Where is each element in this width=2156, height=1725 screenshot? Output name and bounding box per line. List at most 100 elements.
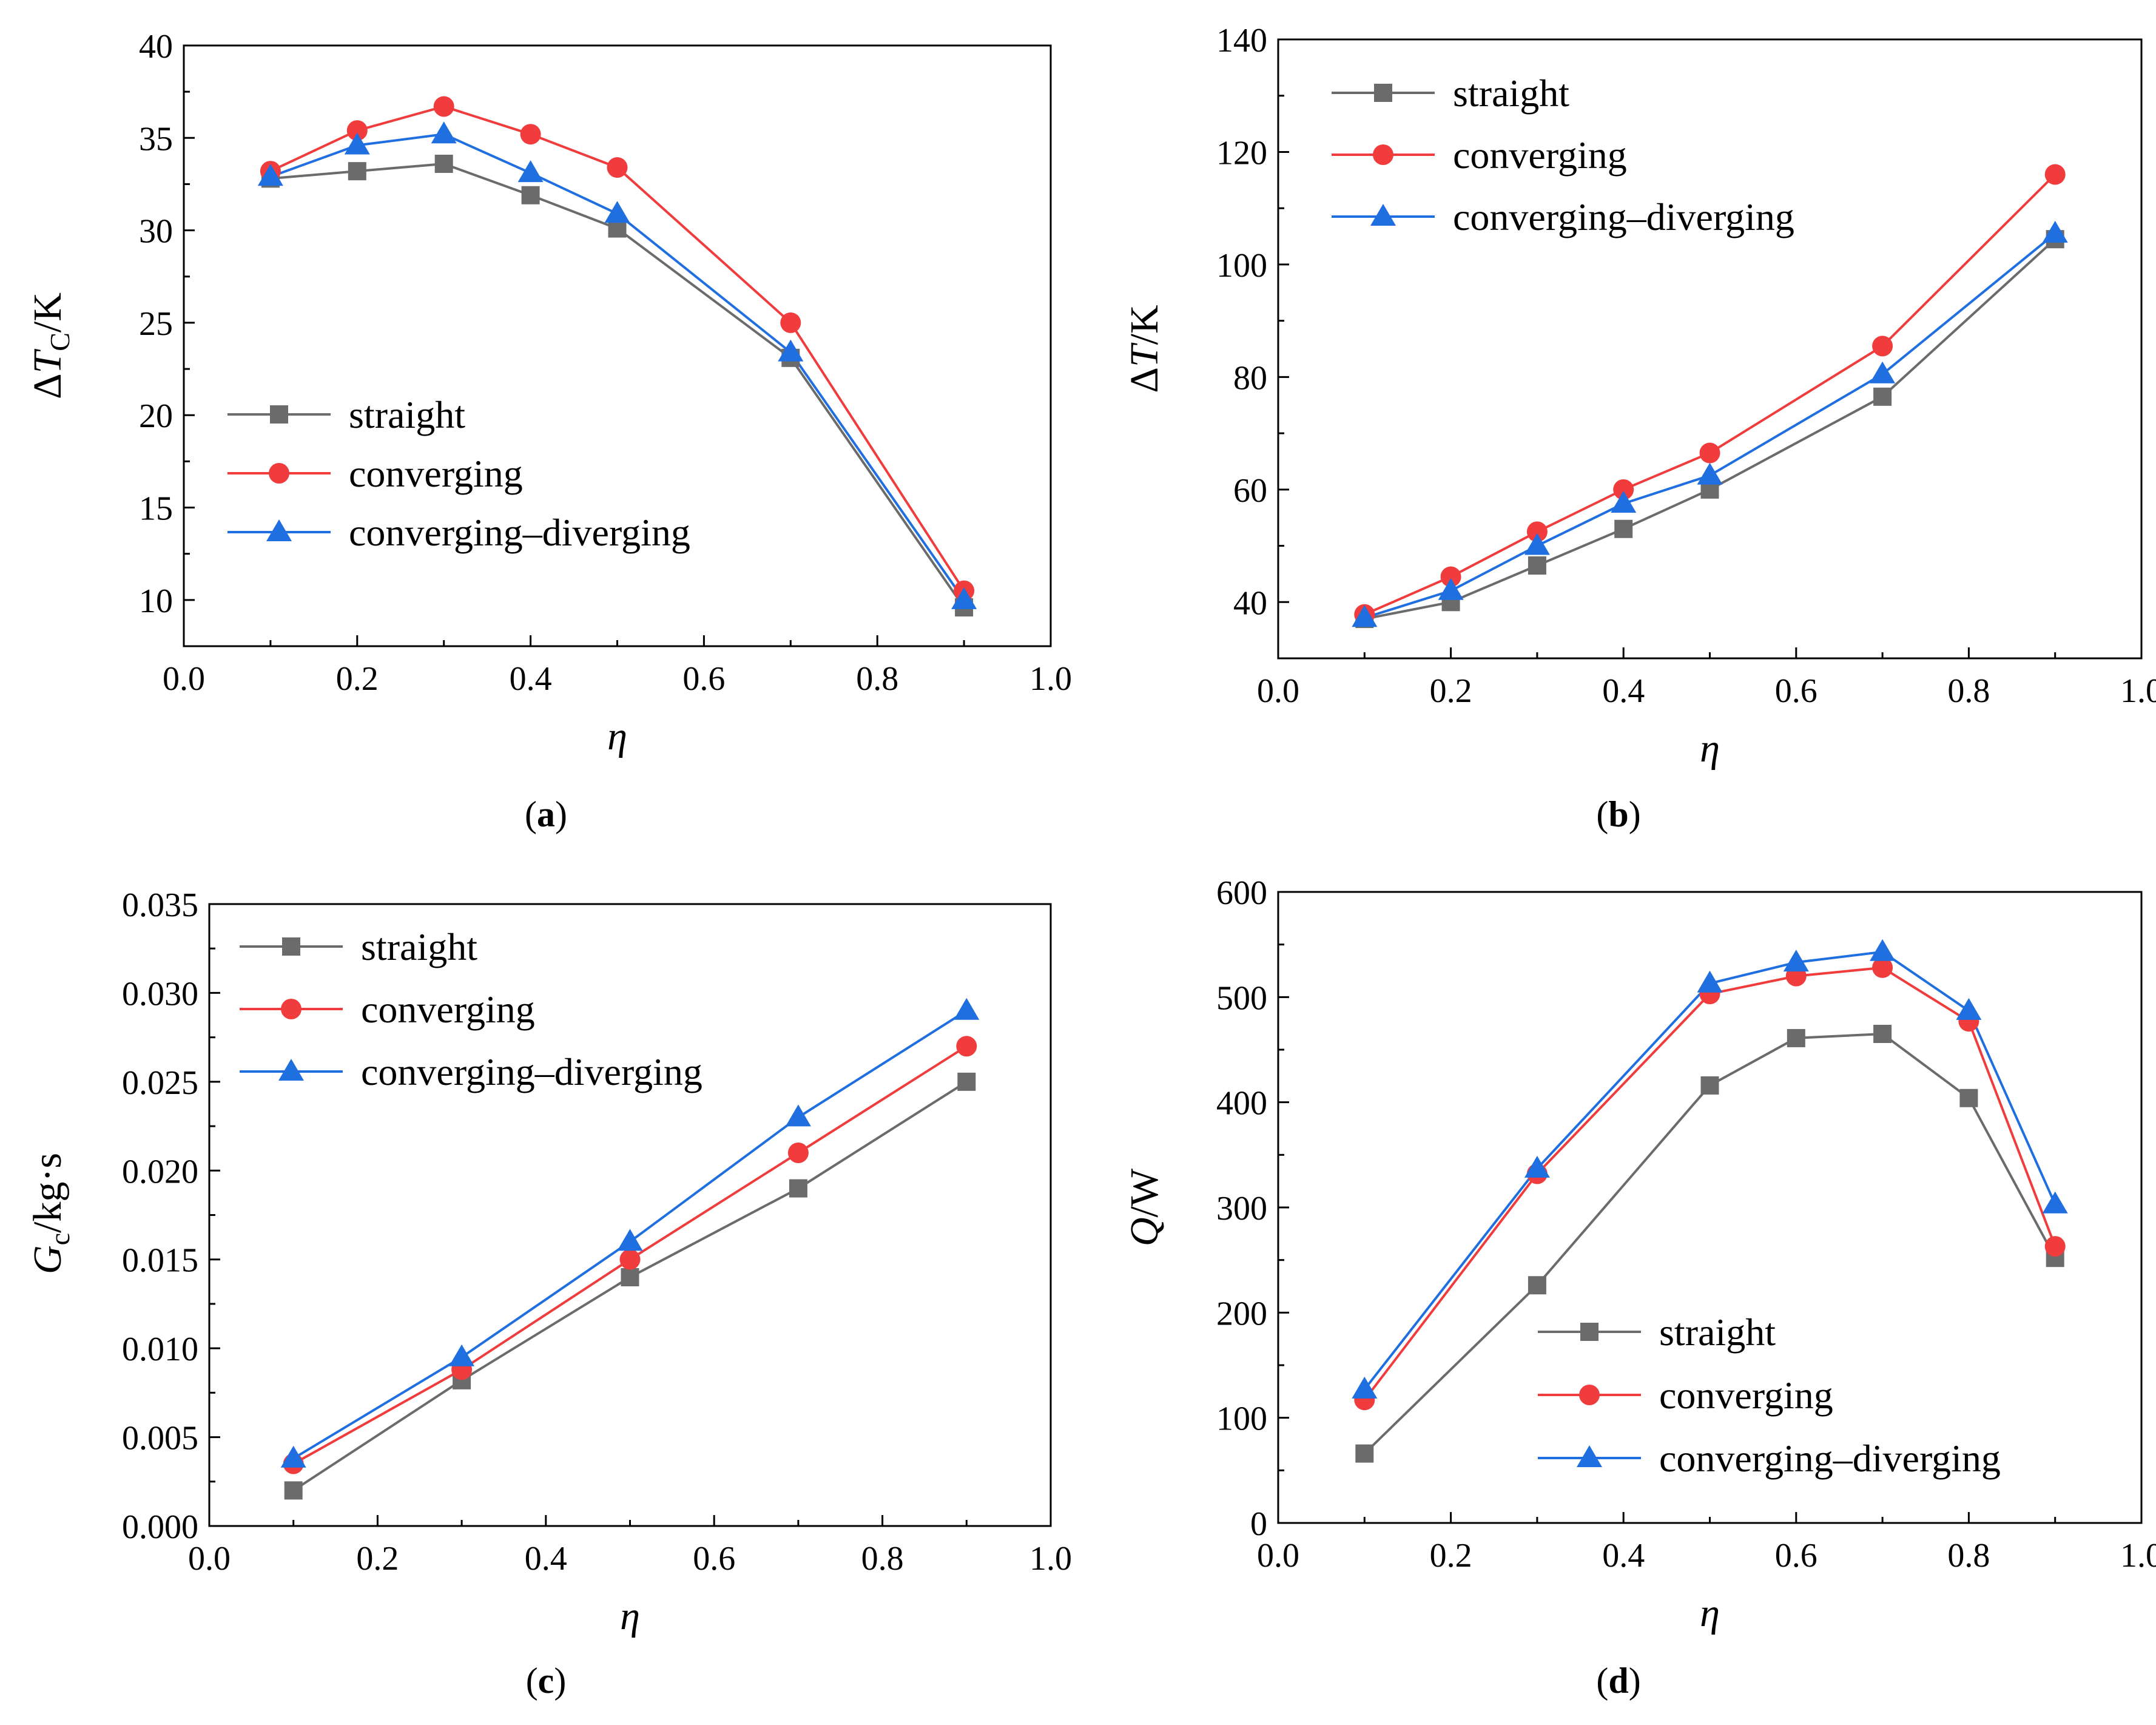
- panel-label: (c): [526, 1661, 567, 1701]
- y-tick-label: 0.005: [122, 1420, 198, 1457]
- data-point-converging: [1613, 479, 1634, 500]
- data-point-converging-diverging: [1524, 1155, 1550, 1178]
- legend-marker: [269, 463, 289, 484]
- y-axis-label: ΔTC/K: [25, 292, 75, 399]
- data-point-straight: [1700, 1076, 1719, 1095]
- x-axis-label: η: [1700, 1591, 1720, 1635]
- data-point-converging-diverging: [1352, 1376, 1378, 1399]
- legend-marker: [1579, 1385, 1600, 1405]
- legend-marker: [281, 999, 302, 1019]
- data-point-converging-diverging: [1870, 939, 1896, 961]
- y-tick-label: 30: [139, 213, 173, 251]
- data-point-converging-diverging: [280, 1445, 306, 1468]
- data-point-straight: [1528, 556, 1546, 575]
- y-tick-label: 0.030: [122, 975, 198, 1013]
- y-tick-label: 0.020: [122, 1153, 198, 1190]
- panel-label: (a): [525, 794, 567, 834]
- data-point-straight: [434, 154, 453, 173]
- x-tick-label: 1.0: [2120, 672, 2156, 710]
- x-tick-label: 0.0: [163, 660, 205, 698]
- data-point-straight: [1873, 387, 1892, 406]
- data-point-converging-diverging: [604, 201, 630, 223]
- x-tick-label: 0.0: [1257, 672, 1299, 710]
- x-tick-label: 1.0: [1029, 660, 1072, 698]
- data-point-converging-diverging: [257, 164, 283, 186]
- panel-c: 0.0 0.2 0.4 0.6 0.8 1.0 0.000 0.005 0.010 0.015 0.…: [25, 886, 1072, 1701]
- y-axis-label: Q/W: [1122, 1168, 1167, 1246]
- data-point-straight: [957, 1072, 976, 1091]
- x-tick-label: 0.8: [856, 660, 898, 698]
- panel-b: 0.0 0.2 0.4 0.6 0.8 1.0 40 60 80 100 120 140 η ΔT/K st…: [1122, 22, 2156, 834]
- y-tick-label: 40: [139, 28, 173, 66]
- data-point-converging: [1699, 442, 1720, 464]
- legend: straight converging converging–diverging: [1538, 1311, 2001, 1480]
- y-tick-label: 35: [139, 120, 173, 158]
- x-tick-label: 0.0: [188, 1540, 231, 1578]
- y-tick-label: 0.025: [122, 1064, 198, 1102]
- data-point-straight: [1614, 519, 1633, 538]
- x-tick-label: 0.4: [525, 1540, 567, 1578]
- data-point-converging: [2044, 1236, 2066, 1257]
- y-tick-label: 0: [1250, 1505, 1267, 1543]
- x-tick-label: 0.2: [336, 660, 379, 698]
- x-tick-label: 0.6: [693, 1540, 735, 1578]
- series-line-converging-diverging: [1364, 232, 2056, 619]
- x-tick-label: 0.6: [1775, 672, 1817, 710]
- x-axis-label: η: [1700, 726, 1720, 771]
- data-point-converging-diverging: [517, 160, 544, 183]
- data-point-converging-diverging: [2042, 1191, 2068, 1214]
- data-point-converging: [956, 1036, 977, 1057]
- data-point-converging-diverging: [344, 132, 370, 155]
- data-point-converging-diverging: [431, 121, 457, 144]
- data-point-converging-diverging: [2042, 220, 2068, 243]
- data-point-straight: [1959, 1089, 1978, 1107]
- x-axis-label: η: [620, 1594, 640, 1638]
- series-line-converging: [1364, 174, 2057, 616]
- data-point-converging-diverging: [1870, 361, 1896, 383]
- data-point-converging-diverging: [1611, 491, 1637, 513]
- panel-label: (d): [1596, 1661, 1640, 1701]
- panel-d: 0.0 0.2 0.4 0.6 0.8 1.0 0 100 200 300 400 500 600 η Q/…: [1122, 874, 2156, 1701]
- y-tick-label: 140: [1216, 22, 1267, 59]
- legend: straight converging converging–diverging: [240, 925, 702, 1093]
- data-point-converging-diverging: [1783, 950, 1809, 972]
- legend-marker: [270, 405, 288, 424]
- y-tick-label: 0.035: [122, 886, 198, 924]
- x-tick-label: 0.4: [1602, 672, 1645, 710]
- legend-label: straight: [361, 925, 477, 968]
- data-point-converging-diverging: [1438, 578, 1464, 600]
- data-point-converging: [2044, 164, 2066, 185]
- legend: straight converging converging–diverging: [227, 393, 690, 554]
- legend-marker: [1580, 1323, 1598, 1341]
- legend-label: converging: [349, 452, 523, 495]
- legend-marker: [278, 1059, 304, 1081]
- x-tick-label: 0.4: [1602, 1537, 1645, 1575]
- y-tick-label: 20: [139, 397, 173, 435]
- data-point-straight: [1787, 1028, 1805, 1047]
- legend-label: converging: [361, 988, 535, 1031]
- legend-marker: [1577, 1445, 1602, 1467]
- data-point-converging: [520, 124, 541, 145]
- legend-label: straight: [1659, 1311, 1776, 1354]
- legend-marker: [1370, 204, 1396, 226]
- y-tick-label: 60: [1233, 472, 1267, 510]
- x-tick-label: 0.2: [1430, 672, 1472, 710]
- data-point-converging-diverging: [617, 1229, 643, 1251]
- legend-marker: [1374, 84, 1392, 102]
- y-tick-label: 500: [1216, 979, 1267, 1017]
- x-tick-label: 0.6: [682, 660, 725, 698]
- data-point-converging: [1526, 521, 1548, 542]
- data-point-converging: [780, 312, 801, 333]
- x-tick-label: 0.6: [1775, 1537, 1817, 1575]
- x-tick-label: 1.0: [1029, 1540, 1072, 1578]
- data-point-converging: [1872, 336, 1893, 357]
- y-tick-label: 10: [139, 582, 173, 620]
- y-tick-label: 120: [1216, 134, 1267, 172]
- y-tick-label: 40: [1233, 584, 1267, 622]
- x-tick-label: 1.0: [2120, 1537, 2156, 1575]
- y-tick-label: 100: [1216, 1400, 1267, 1438]
- data-point-converging-diverging: [785, 1104, 811, 1127]
- panel-label: (b): [1596, 794, 1640, 834]
- x-axis-label: η: [607, 714, 627, 758]
